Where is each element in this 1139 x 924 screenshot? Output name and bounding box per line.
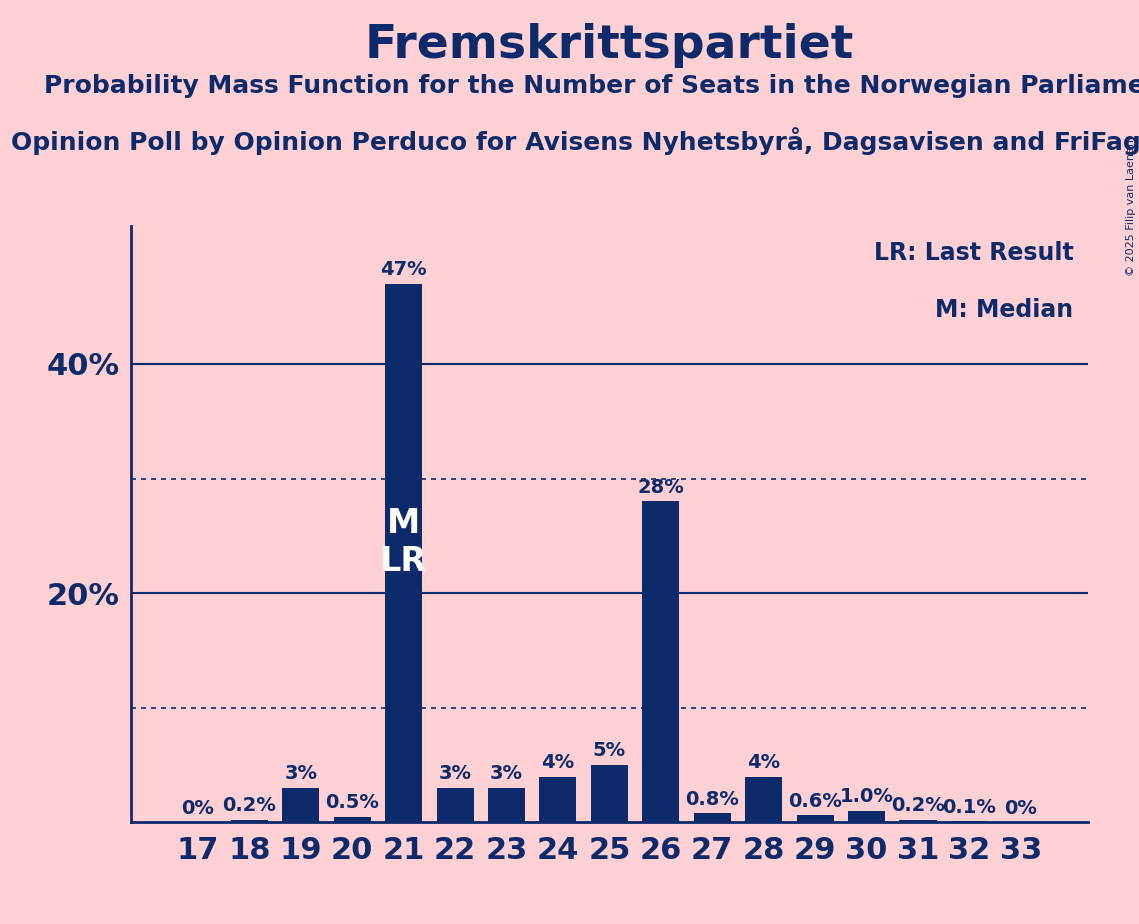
Bar bbox=[436, 788, 474, 822]
Text: M: Median: M: Median bbox=[935, 298, 1073, 322]
Bar bbox=[591, 765, 628, 822]
Text: Probability Mass Function for the Number of Seats in the Norwegian Parliament: Probability Mass Function for the Number… bbox=[44, 74, 1139, 98]
Text: 0.2%: 0.2% bbox=[891, 796, 945, 816]
Text: 47%: 47% bbox=[380, 260, 427, 279]
Text: 3%: 3% bbox=[439, 764, 472, 784]
Text: M
LR: M LR bbox=[380, 506, 427, 578]
Bar bbox=[796, 816, 834, 822]
Bar bbox=[487, 788, 525, 822]
Text: 0.1%: 0.1% bbox=[942, 797, 997, 817]
Text: 0%: 0% bbox=[181, 798, 214, 818]
Text: 4%: 4% bbox=[541, 753, 574, 772]
Text: 0.2%: 0.2% bbox=[222, 796, 277, 816]
Bar bbox=[282, 788, 319, 822]
Text: 0%: 0% bbox=[1005, 798, 1038, 818]
Bar bbox=[745, 776, 782, 822]
Bar bbox=[231, 821, 268, 822]
Text: LR: Last Result: LR: Last Result bbox=[874, 241, 1073, 265]
Text: 0.6%: 0.6% bbox=[788, 792, 842, 811]
Text: 0.8%: 0.8% bbox=[686, 790, 739, 808]
Text: 3%: 3% bbox=[285, 764, 318, 784]
Bar bbox=[951, 821, 988, 822]
Text: 0.5%: 0.5% bbox=[326, 793, 379, 812]
Text: Opinion Poll by Opinion Perduco for Avisens Nyhetsbyrå, Dagsavisen and FriFagbev: Opinion Poll by Opinion Perduco for Avis… bbox=[11, 128, 1139, 155]
Bar bbox=[694, 813, 731, 822]
Text: 3%: 3% bbox=[490, 764, 523, 784]
Text: 28%: 28% bbox=[638, 478, 685, 497]
Text: 5%: 5% bbox=[592, 741, 626, 760]
Text: © 2025 Filip van Laenen: © 2025 Filip van Laenen bbox=[1126, 139, 1136, 275]
Bar bbox=[385, 284, 423, 822]
Bar bbox=[642, 502, 679, 822]
Bar bbox=[540, 776, 576, 822]
Text: Fremskrittspartiet: Fremskrittspartiet bbox=[364, 23, 854, 68]
Bar bbox=[900, 821, 936, 822]
Bar bbox=[334, 817, 370, 822]
Text: 1.0%: 1.0% bbox=[839, 787, 893, 807]
Bar bbox=[849, 811, 885, 822]
Text: 4%: 4% bbox=[747, 753, 780, 772]
